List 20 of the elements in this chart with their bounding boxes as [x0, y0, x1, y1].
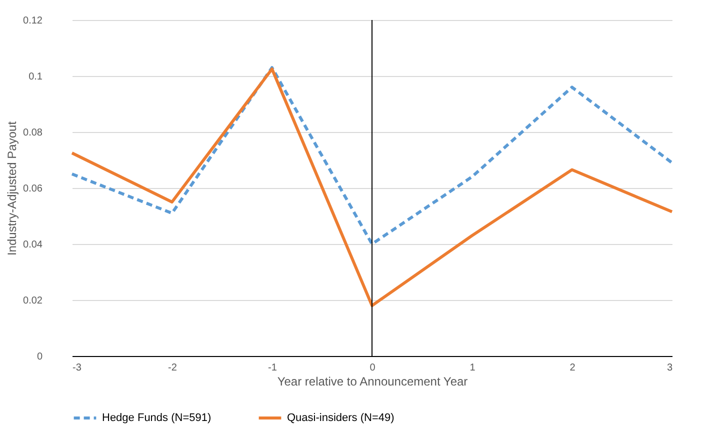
- line-series: [70, 68, 674, 308]
- y-tick-label: 0.12: [23, 16, 43, 26]
- y-tick-label: 0.06: [23, 184, 43, 194]
- x-tick-label: -2: [168, 362, 178, 374]
- y-tick-label: 0.08: [23, 128, 43, 138]
- legend-label: Hedge Funds (N=591): [102, 412, 212, 424]
- y-axis-title: Industry-Adjusted Payout: [5, 120, 20, 256]
- x-tick-label: -1: [268, 362, 278, 374]
- line-series: [70, 66, 674, 246]
- y-tick-label: 0: [36, 352, 43, 362]
- x-tick-label: 0: [370, 362, 376, 374]
- x-tick-label: 1: [470, 362, 476, 374]
- y-tick-label: 0.1: [28, 72, 43, 82]
- x-axis-title: Year relative to Announcement Year: [277, 374, 468, 388]
- x-tick-label: 3: [666, 362, 673, 374]
- y-tick-label: 0.04: [23, 240, 43, 250]
- x-tick-label: -3: [72, 362, 82, 374]
- y-tick-label: 0.02: [23, 296, 43, 306]
- x-tick-label: 2: [570, 362, 576, 374]
- legend-label: Quasi-insiders (N=49): [287, 412, 394, 424]
